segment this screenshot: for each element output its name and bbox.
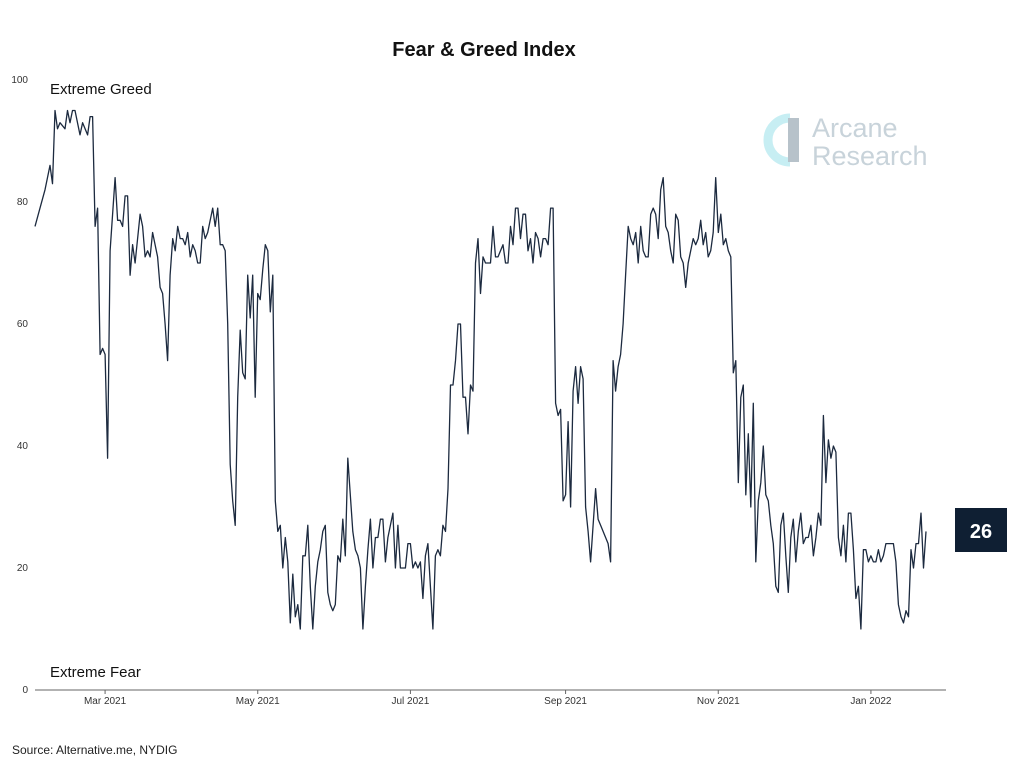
y-tick-label: 100 <box>11 75 28 86</box>
badge-value: 26 <box>970 521 992 543</box>
x-tick-label: Mar 2021 <box>84 696 127 707</box>
arcane-logo-icon <box>763 113 799 167</box>
badge-background <box>955 508 1007 552</box>
x-tick-label: Sep 2021 <box>544 696 587 707</box>
y-tick-label: 80 <box>17 197 29 208</box>
x-tick-label: Nov 2021 <box>697 696 740 707</box>
y-tick-label: 20 <box>17 563 29 574</box>
brand-name-line2: Research <box>812 141 928 171</box>
extreme-greed-label: Extreme Greed <box>50 81 152 98</box>
plot-area <box>34 109 927 630</box>
extreme-fear-label: Extreme Fear <box>50 664 141 681</box>
x-tick-label: Jan 2022 <box>850 696 892 707</box>
y-tick-label: 60 <box>17 319 29 330</box>
x-axis: Mar 2021 May 2021 Jul 2021 Sep 2021 Nov 2021… <box>35 689 946 707</box>
current-value-badge: 26 <box>955 508 1007 552</box>
y-tick-label: 0 <box>22 685 28 696</box>
series-line <box>34 109 927 630</box>
chart-title: Fear & Greed Index <box>392 39 575 61</box>
y-tick-label: 40 <box>17 441 29 452</box>
brand-watermark: Arcane Research <box>763 113 928 171</box>
brand-name-line1: Arcane <box>812 113 898 143</box>
y-axis: 0 20 40 60 80 100 <box>11 75 28 696</box>
x-tick-label: Jul 2021 <box>392 696 430 707</box>
x-tick-label: May 2021 <box>236 696 280 707</box>
source-note: Source: Alternative.me, NYDIG <box>12 743 177 757</box>
